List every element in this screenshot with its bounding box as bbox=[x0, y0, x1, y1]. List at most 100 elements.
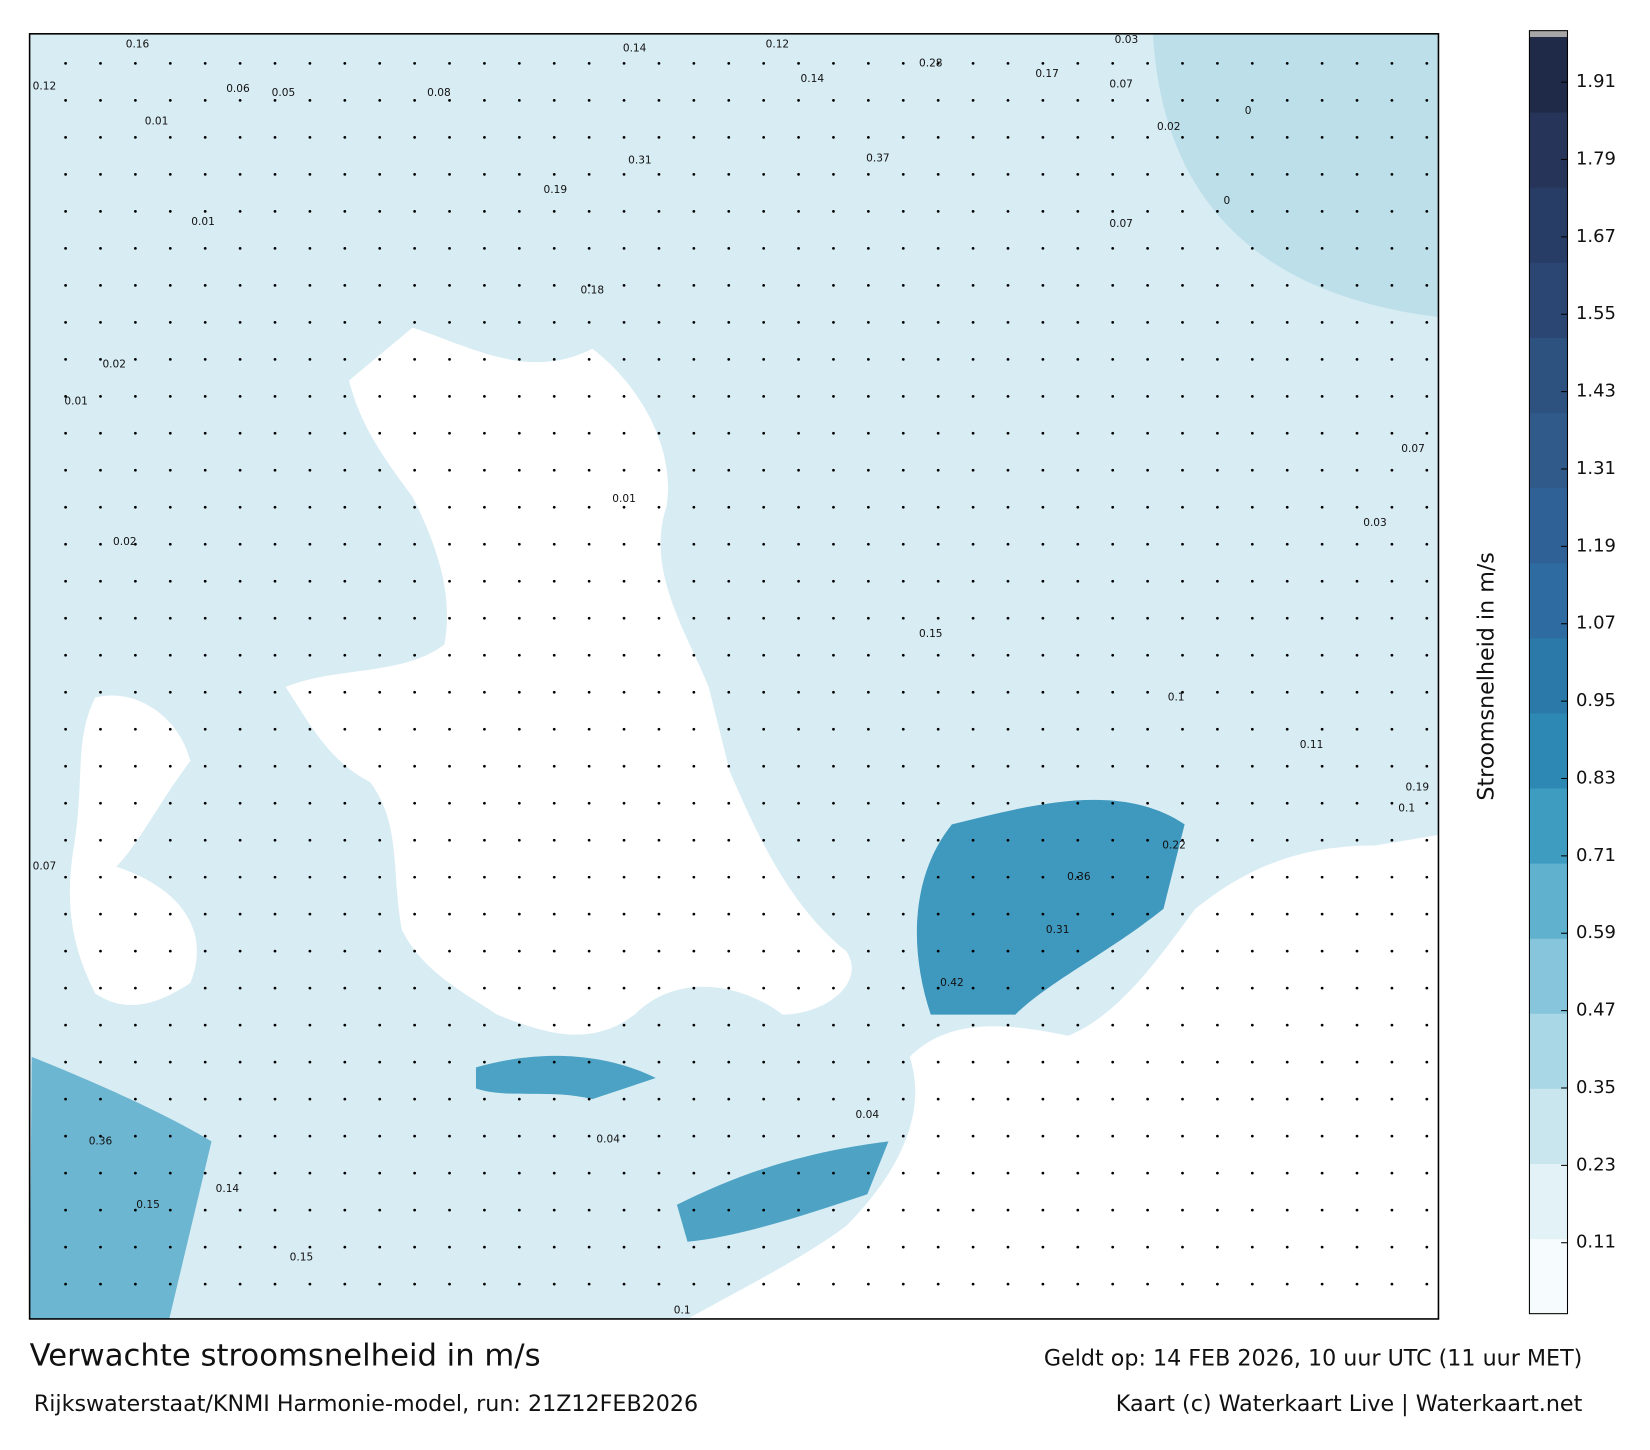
vector-dot bbox=[1390, 1023, 1394, 1027]
vector-dot bbox=[343, 431, 347, 435]
vector-dot bbox=[343, 1171, 347, 1175]
vector-dot bbox=[1146, 394, 1149, 398]
vector-dot bbox=[308, 838, 312, 842]
current-core bbox=[29, 1056, 212, 1319]
vector-dot bbox=[866, 1023, 870, 1027]
vector-dot bbox=[1111, 875, 1115, 879]
vector-dot bbox=[448, 246, 451, 250]
vector-dot bbox=[971, 136, 975, 139]
vector-dot bbox=[797, 838, 800, 842]
vector-dot bbox=[657, 616, 661, 620]
vector-dot bbox=[378, 1171, 382, 1175]
vector-dot bbox=[134, 505, 137, 509]
vector-dot bbox=[1285, 99, 1289, 102]
vector-dot bbox=[483, 209, 486, 213]
vector-dot bbox=[1355, 136, 1359, 139]
vector-dot bbox=[622, 1171, 626, 1175]
vector-dot bbox=[832, 1208, 835, 1212]
vector-dot bbox=[238, 62, 242, 65]
vector-dot bbox=[1250, 1245, 1254, 1249]
vector-dot bbox=[657, 912, 661, 916]
map-frame bbox=[28, 33, 1440, 1320]
vector-dot bbox=[1355, 1171, 1359, 1175]
vector-dot bbox=[936, 1097, 940, 1101]
vector-dot bbox=[692, 1245, 696, 1249]
vector-dot bbox=[1425, 616, 1429, 620]
vector-dot bbox=[1425, 320, 1429, 324]
vector-dot bbox=[448, 912, 451, 916]
vector-dot bbox=[971, 690, 975, 694]
vector-dot bbox=[552, 320, 556, 324]
vector-dot bbox=[936, 616, 940, 620]
vector-dot bbox=[1390, 949, 1394, 953]
vector-dot bbox=[901, 727, 905, 731]
vector-dot bbox=[1146, 912, 1149, 916]
vector-dot bbox=[1320, 394, 1324, 398]
colorbar-tick-label: 1.67 bbox=[1576, 226, 1616, 247]
vector-dot bbox=[1146, 764, 1149, 768]
vector-dot bbox=[1181, 727, 1184, 731]
vector-dot bbox=[587, 986, 591, 990]
vector-dot bbox=[134, 136, 137, 139]
vector-dot bbox=[587, 1134, 591, 1138]
vector-dot bbox=[378, 62, 382, 65]
vector-dot bbox=[1425, 542, 1429, 546]
vector-dot bbox=[1041, 1134, 1045, 1138]
vector-dot bbox=[622, 394, 626, 398]
vector-dot bbox=[1041, 727, 1045, 731]
vector-dot bbox=[448, 986, 451, 990]
vector-dot bbox=[727, 394, 731, 398]
vector-dot bbox=[273, 136, 277, 139]
vector-dot bbox=[99, 1282, 102, 1286]
vector-dot bbox=[1250, 468, 1254, 472]
vector-dot bbox=[273, 690, 277, 694]
vector-dot bbox=[901, 579, 905, 583]
vector-dot bbox=[762, 1060, 766, 1064]
vector-dot bbox=[1390, 99, 1394, 102]
vector-dot bbox=[657, 1171, 661, 1175]
vector-dot bbox=[657, 173, 661, 176]
vector-dot bbox=[727, 431, 731, 435]
vector-dot bbox=[1250, 320, 1254, 324]
vector-dot bbox=[1390, 468, 1394, 472]
vector-dot bbox=[1250, 1171, 1254, 1175]
vector-dot bbox=[1250, 542, 1254, 546]
vector-dot bbox=[971, 542, 975, 546]
vector-dot bbox=[587, 357, 591, 361]
vector-dot bbox=[238, 690, 242, 694]
vector-dot bbox=[1111, 1171, 1115, 1175]
speed-label: 0.07 bbox=[1109, 79, 1133, 91]
vector-dot bbox=[762, 616, 766, 620]
vector-dot bbox=[413, 1134, 416, 1138]
vector-dot bbox=[483, 283, 486, 287]
vector-dot bbox=[168, 1282, 172, 1286]
vector-dot bbox=[1111, 357, 1115, 361]
vector-dot bbox=[517, 838, 521, 842]
vector-dot bbox=[378, 727, 382, 731]
vector-dot bbox=[1041, 1023, 1045, 1027]
speed-label: 0.01 bbox=[612, 493, 636, 505]
vector-dot bbox=[901, 1097, 905, 1101]
vector-dot bbox=[1250, 949, 1254, 953]
vector-dot bbox=[238, 1097, 242, 1101]
vector-dot bbox=[273, 357, 277, 361]
vector-dot bbox=[1355, 616, 1359, 620]
vector-dot bbox=[866, 875, 870, 879]
vector-dot bbox=[797, 949, 800, 953]
vector-dot bbox=[1146, 875, 1149, 879]
vector-dot bbox=[657, 505, 661, 509]
vector-dot bbox=[1216, 986, 1219, 990]
vector-dot bbox=[483, 320, 486, 324]
vector-dot bbox=[762, 431, 766, 435]
vector-dot bbox=[134, 616, 137, 620]
vector-dot bbox=[692, 1282, 696, 1286]
speed-label: 0.02 bbox=[102, 359, 126, 371]
vector-dot bbox=[168, 62, 172, 65]
colorbar-tick-label: 1.55 bbox=[1576, 303, 1616, 324]
vector-dot bbox=[587, 209, 591, 213]
vector-dot bbox=[517, 875, 521, 879]
vector-dot bbox=[1320, 986, 1324, 990]
vector-dot bbox=[971, 283, 975, 287]
vector-dot bbox=[587, 468, 591, 472]
vector-dot bbox=[99, 1208, 102, 1212]
